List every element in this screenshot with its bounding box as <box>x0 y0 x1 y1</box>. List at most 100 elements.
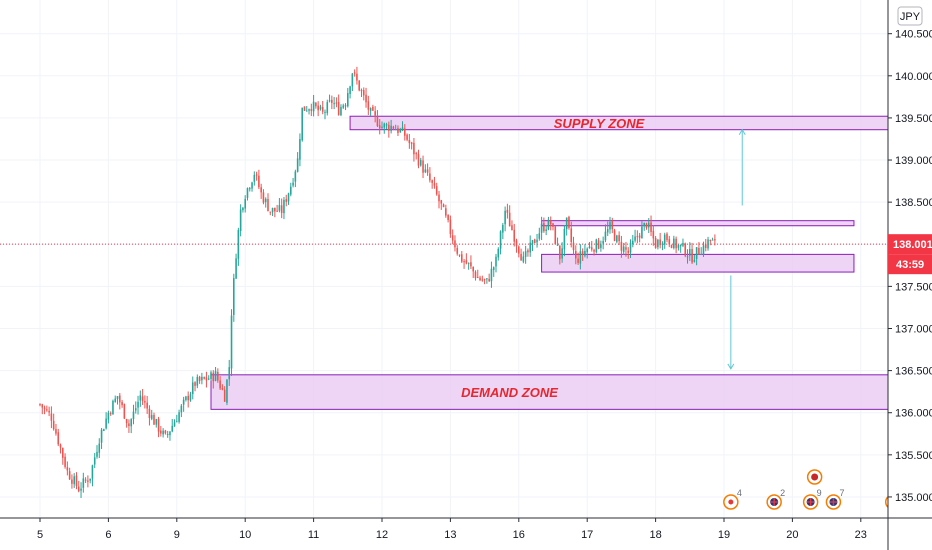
candle-body <box>579 251 582 264</box>
candle-body <box>447 214 449 221</box>
y-tick-label: 136.000 <box>895 408 932 420</box>
candle-body <box>647 222 650 228</box>
candle-body <box>50 413 53 421</box>
candle-body <box>634 236 636 241</box>
candle-body <box>508 212 511 227</box>
candle-body <box>93 457 96 465</box>
candle-body <box>321 107 324 112</box>
currency-label: JPY <box>900 11 921 23</box>
candle-body <box>552 223 554 227</box>
candle-body <box>408 140 411 144</box>
candle-body <box>625 247 627 250</box>
candle-body <box>153 414 155 425</box>
candle-body <box>549 220 552 225</box>
candle-body <box>68 471 71 480</box>
candle-body <box>433 183 436 186</box>
candles <box>39 66 716 498</box>
candle-body <box>305 110 308 112</box>
candle-body <box>442 204 445 208</box>
candle-body <box>246 188 249 198</box>
arrow-up-head-icon <box>738 128 746 135</box>
candle-body <box>121 401 123 406</box>
candle-body <box>440 200 443 204</box>
candle-body <box>632 240 634 245</box>
candle-body <box>244 198 246 209</box>
candle-body <box>435 186 438 195</box>
candle-body <box>563 228 566 250</box>
candle-body <box>353 72 356 74</box>
current-price-badge <box>888 234 932 255</box>
candle-body <box>335 102 338 104</box>
candle-body <box>497 248 500 258</box>
candle-body <box>629 242 632 253</box>
candle-body <box>431 180 433 183</box>
candle-body <box>451 235 454 241</box>
candle-body <box>424 169 427 173</box>
candle-body <box>141 396 144 401</box>
candle-body <box>595 239 598 253</box>
candle-body <box>556 244 559 246</box>
candle-body <box>285 199 288 202</box>
candle-body <box>698 247 700 255</box>
candle-body <box>303 106 306 111</box>
candle-body <box>207 378 210 380</box>
candle-body <box>704 244 707 248</box>
candle-body <box>454 240 456 248</box>
candle-body <box>203 377 205 379</box>
x-tick-label: 5 <box>37 529 43 541</box>
candle-body <box>73 476 75 485</box>
y-tick-label: 137.000 <box>895 323 932 335</box>
candle-body <box>586 248 588 253</box>
candle-body <box>381 126 383 129</box>
candle-body <box>570 228 573 243</box>
candle-body <box>255 174 258 176</box>
candle-body <box>105 418 107 429</box>
candle-body <box>331 99 333 103</box>
candle-body <box>636 236 639 238</box>
candle-body <box>445 208 447 216</box>
candle-body <box>75 475 78 486</box>
candle-body <box>575 251 577 259</box>
support-zone <box>541 253 855 273</box>
candle-body <box>324 111 326 113</box>
projection-arrows <box>727 128 746 370</box>
candle-body <box>652 230 655 239</box>
candle-body <box>123 404 126 419</box>
candle-body <box>540 223 543 233</box>
candle-body <box>483 279 486 281</box>
candle-body <box>561 248 563 259</box>
candle-body <box>205 377 208 381</box>
candle-body <box>46 409 48 411</box>
y-tick-label: 138.500 <box>895 197 932 209</box>
candle-body <box>643 222 645 227</box>
candle-body <box>374 111 376 116</box>
candle-body <box>87 480 89 482</box>
candle-body <box>682 242 684 246</box>
event-count: 2 <box>780 488 785 498</box>
candle-body <box>559 245 561 260</box>
x-tick-label: 11 <box>308 529 319 541</box>
demand-zone-label: DEMAND ZONE <box>461 385 558 400</box>
supply-zone-label: SUPPLY ZONE <box>554 116 645 131</box>
x-tick-label: 13 <box>444 529 456 541</box>
candle-body <box>77 486 80 492</box>
y-tick-label: 137.500 <box>895 281 932 293</box>
candle-body <box>673 238 675 248</box>
candle-body <box>55 429 57 434</box>
candle-body <box>429 173 431 181</box>
candle-body <box>226 379 228 403</box>
candle-body <box>609 222 611 230</box>
candle-body <box>89 478 91 481</box>
current-price-label: 138.001 <box>893 239 932 251</box>
candle-body <box>588 246 591 249</box>
candle-body <box>112 400 114 415</box>
candle-body <box>565 217 568 230</box>
candle-body <box>679 244 682 247</box>
candle-body <box>689 249 691 256</box>
candle-body <box>214 371 217 381</box>
candle-body <box>611 221 614 230</box>
candle-body <box>176 421 178 423</box>
event-count: 9 <box>817 488 822 498</box>
